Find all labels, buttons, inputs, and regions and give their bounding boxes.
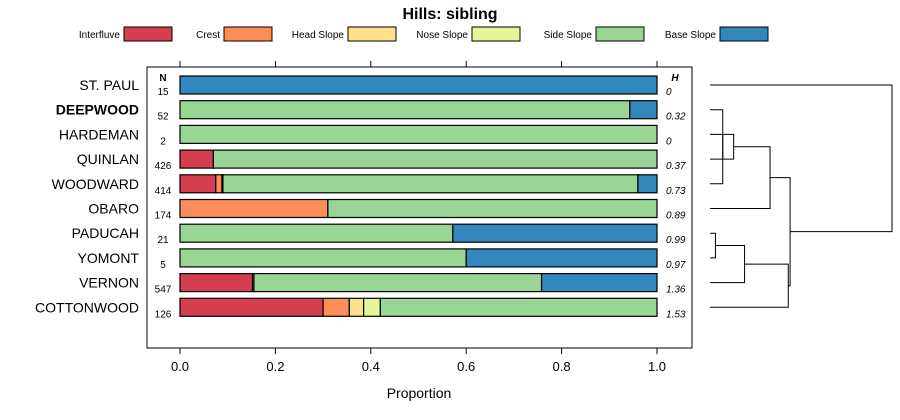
row-label-yomont: YOMONT bbox=[78, 250, 140, 266]
legend-label-base-slope: Base Slope bbox=[665, 30, 717, 41]
bar-deepwood-base-slope bbox=[629, 100, 658, 120]
n-value-hardeman: 2 bbox=[160, 136, 166, 147]
bar-obaro-side-slope bbox=[327, 198, 658, 219]
dendro-merge-obaro bbox=[710, 146, 771, 209]
row-yomont: YOMONT 5 0.97 bbox=[78, 248, 686, 271]
dendro-merge-paducah-yomont bbox=[710, 232, 716, 259]
legend-label-head-slope: Head Slope bbox=[292, 30, 345, 41]
legend-swatch-side-slope bbox=[595, 26, 645, 42]
n-value-woodward: 414 bbox=[155, 186, 172, 197]
bar-woodward-base-slope bbox=[637, 174, 658, 194]
h-value-hardeman: 0 bbox=[666, 136, 672, 147]
legend-label-side-slope: Side Slope bbox=[544, 30, 593, 41]
row-obaro: OBARO 174 0.89 bbox=[88, 198, 686, 222]
legend-swatch-interfluve bbox=[123, 26, 173, 42]
row-label-woodward: WOODWARD bbox=[52, 176, 139, 192]
dendro-merge-cottonwood bbox=[710, 263, 789, 308]
bar-vernon-side-slope bbox=[253, 273, 543, 293]
bar-woodward-interfluve bbox=[179, 174, 217, 194]
bar-yomont-side-slope bbox=[179, 248, 467, 268]
x-tick-label-3: 0.6 bbox=[457, 359, 475, 374]
h-value-deepwood: 0.32 bbox=[666, 112, 686, 123]
legend-swatch-nose-slope bbox=[471, 26, 521, 42]
x-axis-label: Proportion bbox=[387, 385, 452, 401]
row-woodward: WOODWARD 414 0.73 bbox=[52, 174, 686, 197]
bar-woodward-crest bbox=[215, 174, 223, 194]
row-label-paducah: PADUCAH bbox=[72, 225, 139, 241]
x-tick-label-4: 0.8 bbox=[553, 359, 571, 374]
bar-paducah-side-slope bbox=[179, 223, 454, 243]
row-st-paul: ST. PAUL 15 0 bbox=[79, 75, 672, 98]
legend: Interfluve Crest Head Slope Nose Slope Side … bbox=[79, 26, 769, 42]
legend-label-crest: Crest bbox=[196, 30, 220, 41]
bar-woodward-side-slope bbox=[222, 174, 639, 194]
row-hardeman: HARDEMAN 2 0 bbox=[59, 124, 672, 147]
dendro-merge-upper-left bbox=[722, 133, 735, 160]
h-value-cottonwood: 1.53 bbox=[666, 309, 686, 320]
n-value-cottonwood: 126 bbox=[155, 309, 172, 320]
row-vernon: VERNON 547 1.36 bbox=[79, 273, 686, 296]
row-paducah: PADUCAH 21 0.99 bbox=[72, 223, 686, 246]
bar-cottonwood-side-slope bbox=[379, 297, 658, 317]
n-value-vernon: 547 bbox=[155, 285, 172, 296]
n-value-obaro: 174 bbox=[155, 211, 172, 222]
plot-frame bbox=[146, 66, 693, 349]
h-column-header: H bbox=[671, 73, 679, 84]
bar-cottonwood-interfluve bbox=[179, 297, 324, 317]
n-value-yomont: 5 bbox=[160, 260, 166, 271]
x-axis: 0.0 0.2 0.4 0.6 0.8 1.0 bbox=[171, 61, 666, 374]
n-value-quinlan: 426 bbox=[155, 161, 172, 172]
bar-vernon-interfluve bbox=[179, 273, 254, 293]
bar-cottonwood-nose-slope bbox=[363, 297, 381, 317]
legend-swatch-base-slope bbox=[719, 26, 769, 42]
x-tick-label-5: 1.0 bbox=[648, 359, 666, 374]
legend-swatch-crest bbox=[223, 26, 273, 42]
x-tick-label-0: 0.0 bbox=[171, 359, 189, 374]
bar-paducah-base-slope bbox=[452, 223, 658, 243]
bar-cottonwood-head-slope bbox=[348, 297, 365, 317]
h-value-woodward: 0.73 bbox=[666, 186, 686, 197]
chart-rows: ST. PAUL 15 0 DEEPWOOD 52 0.32 HARDEMAN 2 0 QUINL… bbox=[35, 75, 686, 320]
chart-title: Hills: sibling bbox=[402, 6, 497, 23]
legend-swatch-head-slope bbox=[347, 26, 397, 42]
dendro-merge-lower bbox=[770, 177, 791, 287]
h-value-paducah: 0.99 bbox=[666, 235, 686, 246]
bar-quinlan-interfluve bbox=[179, 149, 214, 169]
bar-deepwood-side-slope bbox=[179, 100, 631, 120]
h-value-obaro: 0.89 bbox=[666, 211, 686, 222]
bar-cottonwood-crest bbox=[322, 297, 350, 317]
dendro-merge-root bbox=[710, 84, 893, 233]
row-label-cottonwood: COTTONWOOD bbox=[35, 299, 139, 315]
row-cottonwood: COTTONWOOD 126 1.53 bbox=[35, 297, 686, 320]
bar-hardeman-side-slope bbox=[179, 124, 658, 145]
row-label-hardeman: HARDEMAN bbox=[59, 126, 139, 142]
n-value-st-paul: 15 bbox=[157, 87, 169, 98]
dendrogram bbox=[710, 84, 893, 308]
x-tick-label-2: 0.4 bbox=[362, 359, 380, 374]
h-value-quinlan: 0.37 bbox=[666, 161, 686, 172]
row-label-deepwood: DEEPWOOD bbox=[56, 102, 139, 118]
bar-yomont-base-slope bbox=[465, 248, 658, 268]
legend-label-interfluve: Interfluve bbox=[79, 30, 121, 41]
h-value-st-paul: 0 bbox=[666, 87, 672, 98]
n-column-header: N bbox=[159, 73, 166, 84]
bar-st-paul-base-slope bbox=[179, 75, 658, 95]
row-quinlan: QUINLAN 426 0.37 bbox=[77, 149, 686, 172]
n-value-paducah: 21 bbox=[157, 235, 169, 246]
bar-vernon-base-slope bbox=[540, 273, 658, 293]
row-deepwood: DEEPWOOD 52 0.32 bbox=[56, 100, 686, 123]
x-tick-label-1: 0.2 bbox=[266, 359, 284, 374]
bar-quinlan-side-slope bbox=[212, 149, 658, 169]
row-label-st-paul: ST. PAUL bbox=[79, 77, 139, 93]
bar-obaro-crest bbox=[179, 198, 329, 219]
row-label-vernon: VERNON bbox=[79, 275, 139, 291]
h-value-vernon: 1.36 bbox=[666, 285, 686, 296]
h-value-yomont: 0.97 bbox=[666, 260, 686, 271]
legend-label-nose-slope: Nose Slope bbox=[416, 30, 468, 41]
n-value-deepwood: 52 bbox=[157, 112, 169, 123]
row-label-obaro: OBARO bbox=[88, 201, 139, 217]
row-label-quinlan: QUINLAN bbox=[77, 151, 139, 167]
